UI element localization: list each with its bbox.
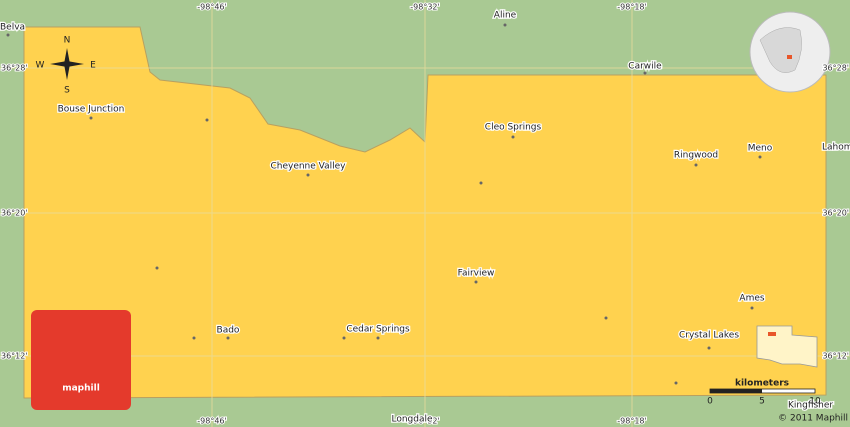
- longitude-label: -98°18': [617, 3, 646, 12]
- place-dot: [474, 280, 478, 284]
- place-dot: [306, 173, 310, 177]
- compass-east: E: [90, 61, 96, 71]
- place-label: Fairview: [458, 269, 495, 279]
- compass-south: S: [64, 86, 70, 96]
- logo: [31, 310, 131, 410]
- place-dot: [503, 23, 507, 27]
- longitude-label: -98°32': [410, 417, 439, 426]
- place-label: Ames: [739, 294, 764, 304]
- place-label: Cheyenne Valley: [270, 162, 346, 172]
- place-dot: [643, 71, 647, 75]
- place-dot: [707, 346, 711, 350]
- place-label: Crystal Lakes: [679, 331, 739, 341]
- place-label: Lahoma: [822, 143, 850, 153]
- place-label: Meno: [748, 144, 773, 154]
- compass: [50, 48, 84, 80]
- state-inset: [756, 325, 818, 368]
- scale-bar: [709, 388, 816, 394]
- latitude-label: 36°28': [822, 64, 849, 73]
- compass-north: N: [64, 36, 71, 46]
- scale-tick: 5: [759, 397, 765, 407]
- place-dot: [6, 33, 10, 37]
- place-label: Longdale: [391, 415, 433, 425]
- latitude-label: 36°20': [822, 209, 849, 218]
- place-label: Bado: [217, 326, 240, 336]
- place-dot: [226, 336, 230, 340]
- place-label: Cleo Springs: [485, 123, 542, 133]
- place-label: Kingfisher: [788, 401, 833, 411]
- place-dot: [604, 316, 608, 320]
- place-dot: [89, 116, 93, 120]
- latitude-label: 36°12': [1, 352, 28, 361]
- place-dot: [192, 336, 196, 340]
- place-dot: [694, 163, 698, 167]
- place-dot: [342, 336, 346, 340]
- longitude-label: -98°46': [197, 417, 226, 426]
- latitude-label: 36°12': [822, 352, 849, 361]
- latitude-label: 36°28': [1, 64, 28, 73]
- place-dot: [750, 306, 754, 310]
- place-dot: [205, 118, 209, 122]
- place-label: Ringwood: [674, 151, 718, 161]
- place-dot: [479, 181, 483, 185]
- copyright: © 2011 Maphill: [778, 414, 848, 424]
- place-label: Cedar Springs: [346, 325, 410, 335]
- place-label: Belva: [0, 23, 25, 33]
- place-label: Aline: [494, 11, 517, 21]
- place-dot: [758, 155, 762, 159]
- logo-text: maphill: [62, 384, 100, 394]
- place-dot: [511, 135, 515, 139]
- place-dot: [155, 266, 159, 270]
- latitude-label: 36°20': [1, 209, 28, 218]
- globe: [749, 11, 831, 93]
- place-dot: [376, 336, 380, 340]
- scale-tick: 10: [809, 397, 821, 407]
- place-label: Bouse Junction: [58, 105, 125, 115]
- longitude-label: -98°32': [410, 3, 439, 12]
- scale-title: kilometers: [735, 379, 789, 389]
- place-label: Carwile: [628, 62, 662, 72]
- compass-west: W: [36, 61, 45, 71]
- scale-tick: 0: [707, 397, 713, 407]
- longitude-label: -98°46': [197, 3, 226, 12]
- place-dot: [674, 381, 678, 385]
- longitude-label: -98°18': [617, 417, 646, 426]
